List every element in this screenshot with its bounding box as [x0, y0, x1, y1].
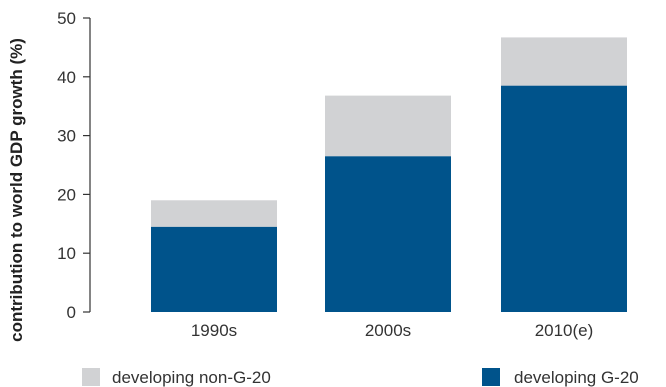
y-tick-label: 40: [57, 68, 76, 87]
bar-developing-non-g20-1: [325, 95, 451, 157]
legend: developing non-G-20 developing G-20: [82, 368, 639, 387]
legend-label-developing-non-g20: developing non-G-20: [112, 368, 271, 387]
x-axis-labels: 1990s 2000s 2010(e): [191, 321, 593, 340]
y-tick-label: 10: [57, 244, 76, 263]
y-axis: 0 10 20 30 40 50: [57, 9, 91, 322]
legend-label-developing-g20: developing G-20: [514, 368, 639, 387]
y-tick-label: 0: [67, 303, 76, 322]
bar-developing-g20-1: [325, 156, 451, 312]
legend-swatch-developing-g20: [482, 368, 500, 386]
bar-developing-g20-2: [501, 85, 627, 313]
y-axis-label: contribution to world GDP growth (%): [7, 38, 26, 342]
y-tick-label: 20: [57, 185, 76, 204]
x-tick-label: 2000s: [365, 321, 411, 340]
y-tick-label: 30: [57, 127, 76, 146]
bar-developing-non-g20-2: [501, 37, 627, 86]
bars: [151, 37, 627, 313]
x-tick-label: 1990s: [191, 321, 237, 340]
x-tick-label: 2010(e): [535, 321, 594, 340]
bar-developing-g20-0: [151, 226, 277, 312]
y-tick-label: 50: [57, 9, 76, 28]
legend-swatch-developing-non-g20: [82, 368, 100, 386]
bar-developing-non-g20-0: [151, 200, 277, 227]
